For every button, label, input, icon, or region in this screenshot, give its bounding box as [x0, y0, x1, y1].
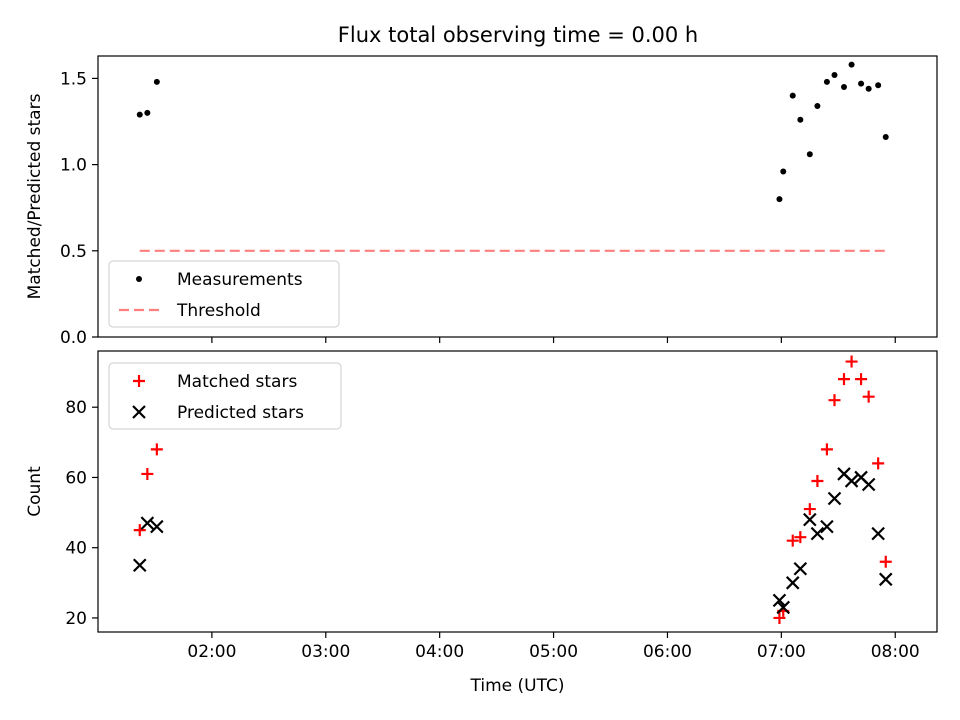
data-point [848, 61, 855, 68]
x-tick-label: 08:00 [871, 642, 920, 662]
y-tick-label: 0.0 [60, 328, 87, 348]
data-point [793, 561, 808, 576]
data-point [133, 524, 146, 537]
data-point [136, 111, 143, 118]
data-point [772, 593, 787, 608]
data-point [786, 534, 799, 547]
data-point [827, 491, 842, 506]
data-point [132, 558, 147, 573]
data-point [803, 503, 816, 516]
data-point [845, 355, 858, 368]
data-point [879, 555, 892, 568]
data-point [831, 71, 838, 78]
x-axis-label: Time (UTC) [470, 676, 565, 696]
data-point [794, 531, 807, 544]
data-point [150, 519, 164, 534]
y-axis-label: Matched/Predicted stars [25, 93, 45, 299]
series-measurements [136, 61, 889, 203]
data-point [797, 116, 804, 123]
legend-box [108, 362, 342, 430]
plot-frame [97, 350, 938, 633]
legend-label: Measurements [177, 270, 303, 290]
panel-2: 20 40 60 80 02:00 03:00 04:00 05:00 06:00 07:00 08… [25, 350, 938, 696]
data-point [144, 109, 151, 116]
data-point [861, 477, 876, 492]
y-tick-label: 1.5 [60, 69, 87, 89]
y-tick-label: 60 [65, 468, 87, 488]
plot-frame [97, 55, 938, 338]
data-point [140, 516, 155, 530]
data-point [820, 443, 833, 456]
data-point [872, 457, 885, 470]
data-point [878, 572, 893, 587]
y-axis-label: Count [25, 466, 45, 517]
legend-swatch [136, 276, 142, 282]
data-point [153, 78, 160, 85]
data-point [150, 443, 163, 456]
data-point [789, 92, 796, 99]
data-point [871, 526, 885, 541]
data-point [773, 611, 786, 624]
data-point [862, 390, 875, 403]
data-point [820, 519, 834, 534]
x-tick-label: 06:00 [643, 642, 692, 662]
y-tick-label: 1.0 [60, 156, 87, 176]
y-tick-label: 80 [65, 398, 87, 418]
data-point [811, 474, 824, 487]
data-point [875, 82, 882, 89]
panel-1: 0.0 0.5 1.0 1.5 Matched/Predicted stars Measu… [25, 55, 938, 348]
y-tick-label: 0.5 [60, 242, 87, 262]
x-tick-label: 05:00 [529, 642, 578, 662]
data-point [828, 394, 841, 407]
legend-label: Predicted stars [177, 403, 304, 423]
data-point [855, 373, 868, 386]
x-tick-label: 04:00 [415, 642, 464, 662]
figure-title: Flux total observing time = 0.00 h [338, 23, 698, 47]
data-point [814, 102, 821, 109]
legend-box [108, 260, 340, 328]
data-point [882, 134, 889, 141]
x-tick-label: 07:00 [757, 642, 806, 662]
legend-label: Threshold [176, 301, 261, 321]
legend: Measurements Threshold [108, 260, 340, 328]
data-point [141, 467, 154, 480]
legend-swatch [133, 375, 145, 387]
data-point [780, 168, 787, 175]
y-tick-label: 20 [65, 609, 87, 629]
data-point [840, 84, 847, 91]
x-tick-label: 03:00 [301, 642, 350, 662]
data-point [803, 512, 817, 527]
data-point [865, 85, 872, 92]
y-tick-label: 40 [65, 539, 87, 559]
series-predicted-stars [132, 467, 893, 615]
legend: Matched stars Predicted stars [108, 362, 342, 430]
data-point [810, 526, 825, 541]
data-point [844, 474, 859, 488]
data-point [837, 373, 850, 386]
panels: 0.0 0.5 1.0 1.5 Matched/Predicted stars Measu… [25, 55, 938, 696]
legend-swatch [132, 405, 146, 419]
data-point [776, 196, 783, 203]
legend-label: Matched stars [177, 372, 297, 392]
x-tick-label: 02:00 [187, 642, 236, 662]
data-point [806, 151, 813, 158]
data-point [785, 576, 800, 590]
data-point [858, 80, 865, 87]
data-point [823, 78, 830, 85]
data-point [776, 600, 791, 615]
